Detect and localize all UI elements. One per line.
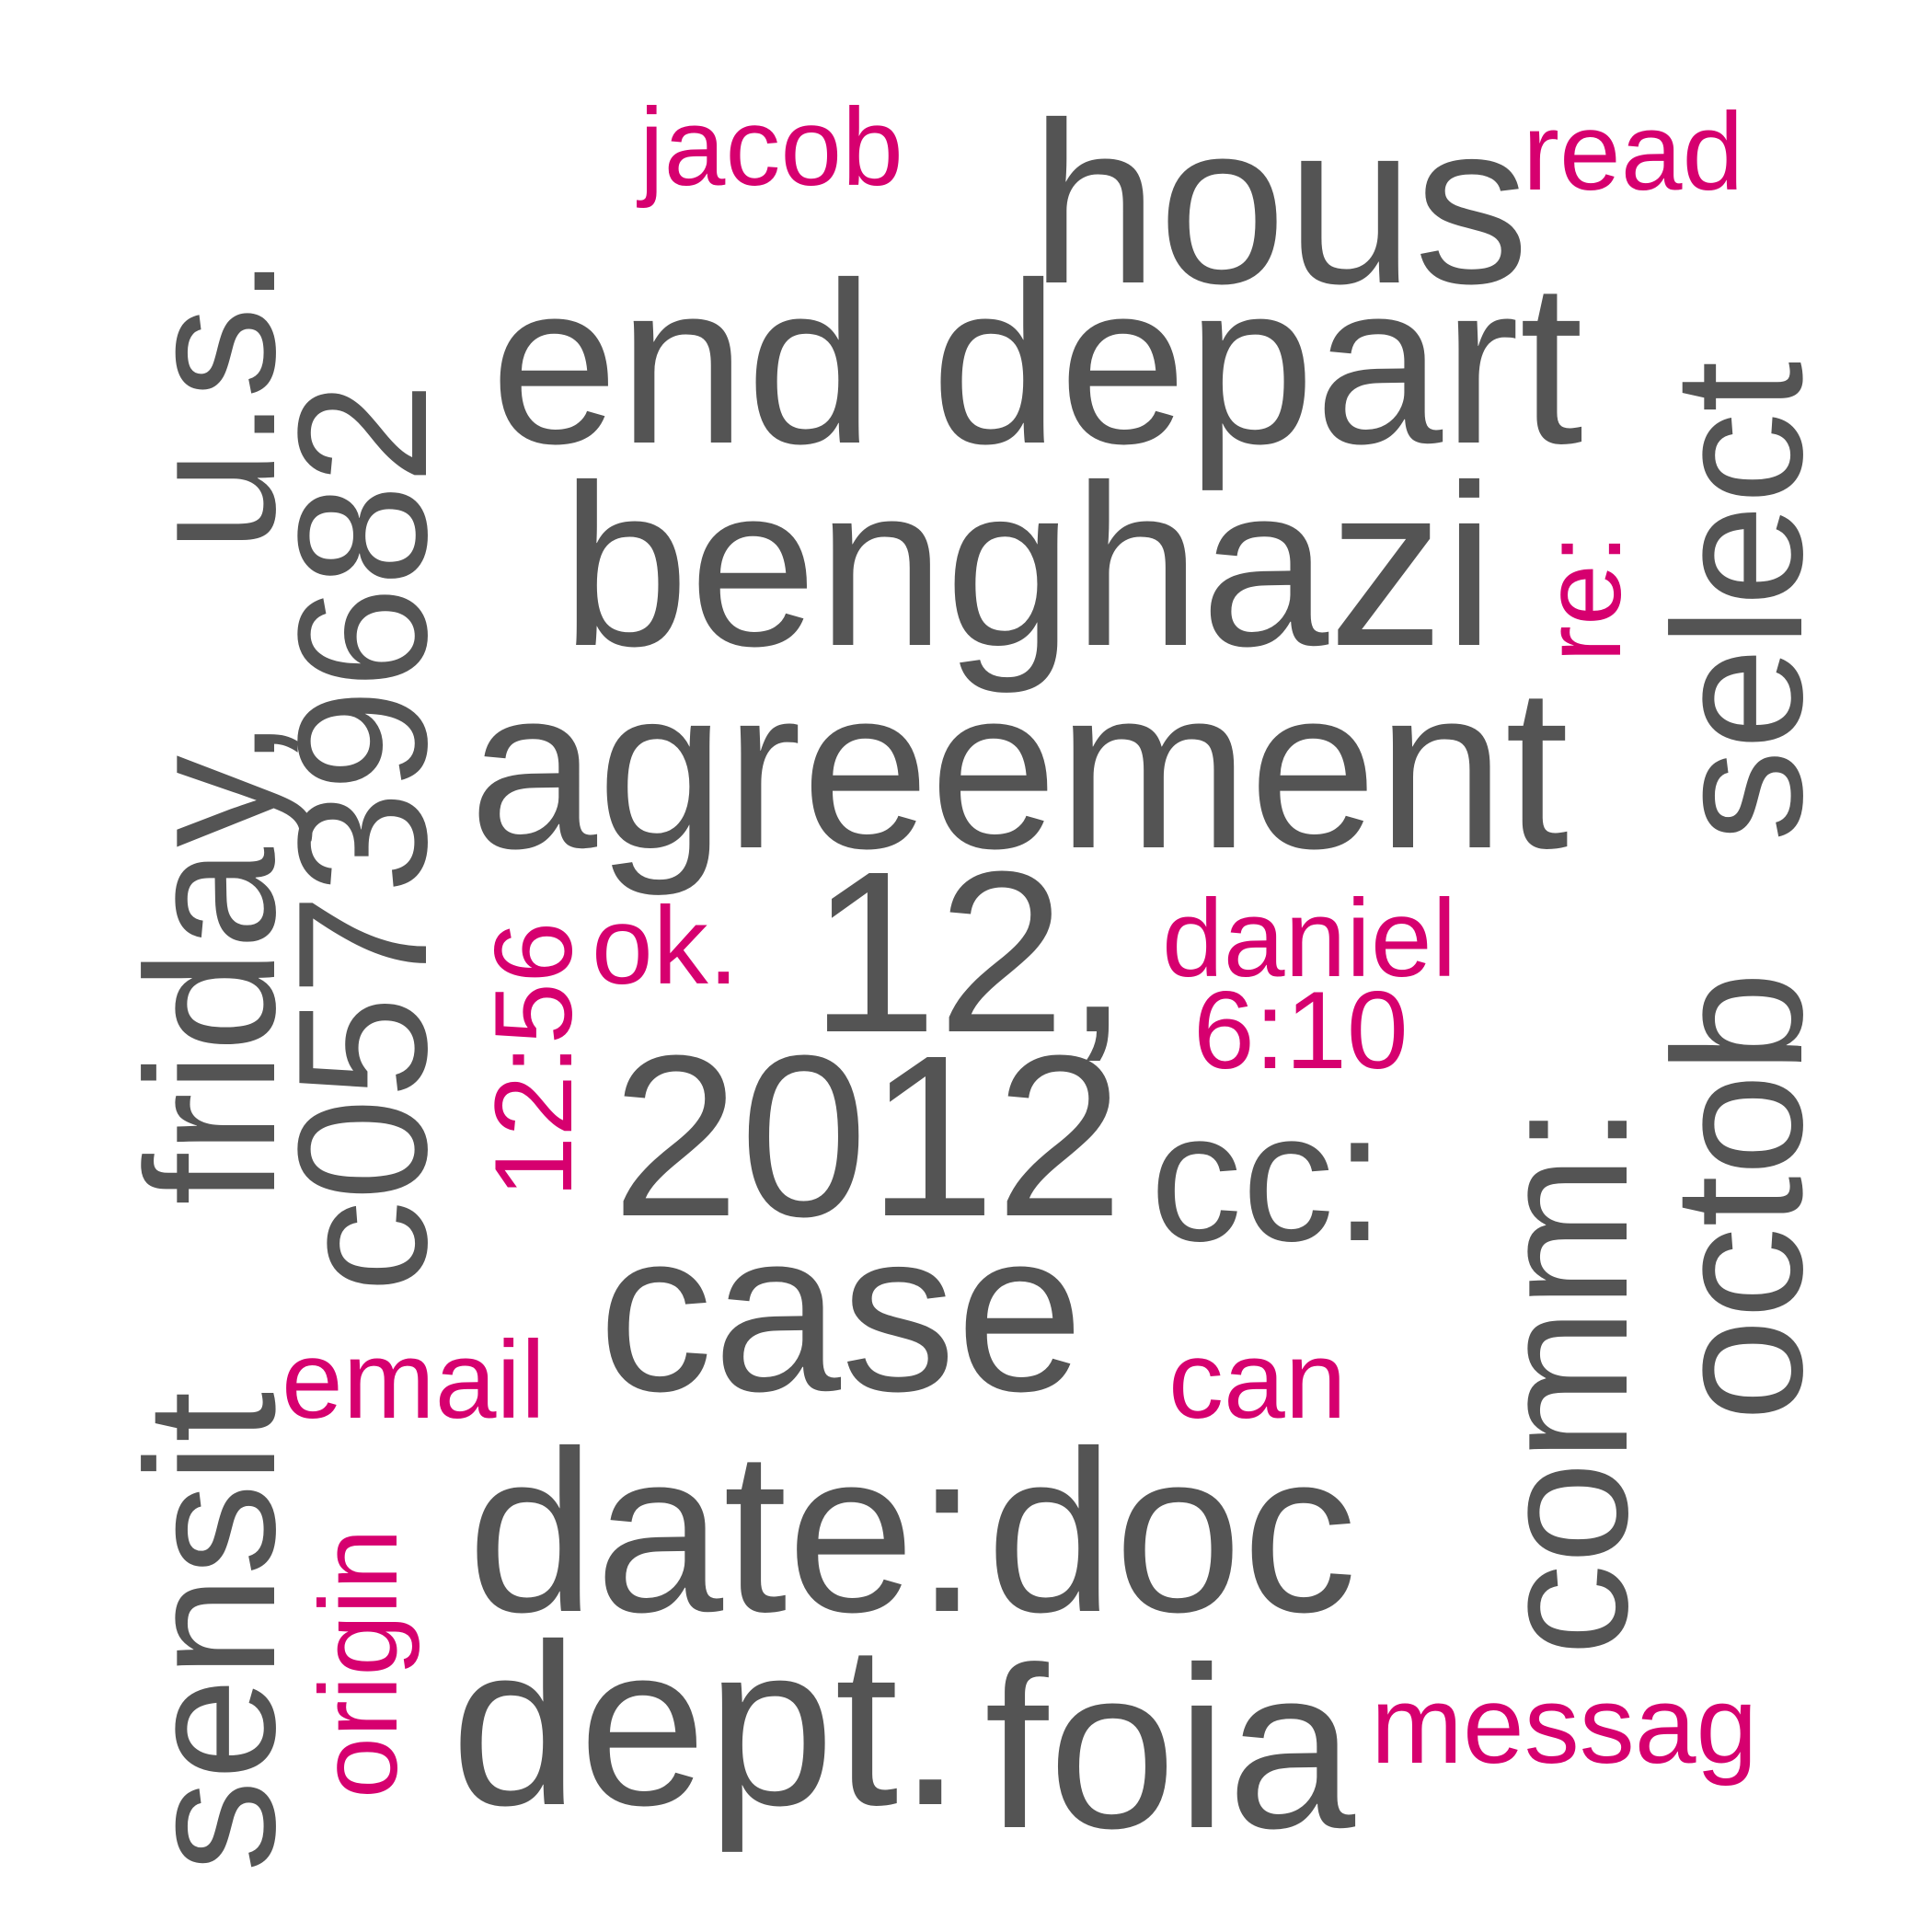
- word-can: can: [1168, 1318, 1347, 1442]
- word-re: re:: [1521, 533, 1644, 662]
- word-jacob: jacob: [639, 86, 903, 209]
- word-comm: comm:: [1461, 1104, 1666, 1656]
- word-read: read: [1523, 90, 1744, 213]
- word-foia: foia: [984, 1619, 1356, 1876]
- word-messag: messag: [1371, 1663, 1758, 1787]
- word-12-comma: 12,: [810, 823, 1130, 1080]
- word-benghazi: benghazi: [561, 437, 1495, 694]
- word-octob: octob: [1636, 971, 1841, 1421]
- word-sensit: sensit: [109, 1391, 314, 1872]
- word-end: end: [490, 235, 875, 491]
- word-case: case: [598, 1182, 1085, 1439]
- word-2012: 2012: [612, 1007, 1124, 1264]
- word-6-10: 6:10: [1193, 969, 1409, 1092]
- word-cc: cc:: [1150, 1075, 1386, 1280]
- word-origin: origin: [297, 1528, 420, 1800]
- word-depart: depart: [931, 235, 1583, 491]
- word-hous: hous: [1030, 75, 1530, 331]
- word-12-56: 12:56: [472, 921, 595, 1198]
- word-dept: dept.: [451, 1596, 963, 1853]
- word-daniel: daniel: [1162, 877, 1457, 1000]
- word-doc: doc: [986, 1403, 1358, 1660]
- word-email: email: [282, 1318, 546, 1442]
- word-agreement: agreement: [469, 639, 1570, 896]
- word-c05739682: c05739682: [260, 382, 466, 1293]
- word-select: select: [1636, 361, 1841, 842]
- word-date: date:: [467, 1403, 980, 1660]
- word-ok: ok.: [592, 884, 740, 1007]
